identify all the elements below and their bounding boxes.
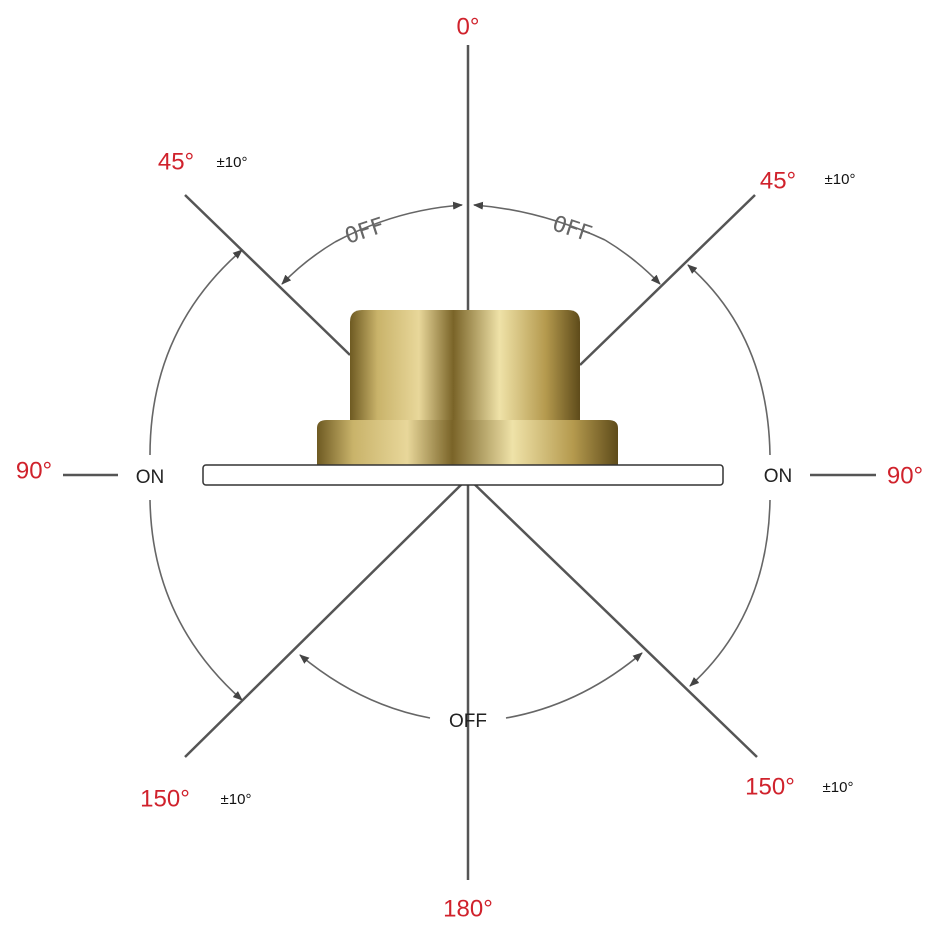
tolerance-label: ±10°	[217, 154, 248, 171]
arc	[149, 499, 243, 701]
arc	[604, 239, 661, 285]
zone-label: OFF	[449, 711, 487, 732]
arc	[149, 249, 243, 456]
angle-label: 90°	[887, 462, 923, 489]
zone-label: ON	[764, 466, 793, 487]
upper-right-line	[579, 194, 756, 366]
tolerance-label: ±10°	[823, 779, 854, 796]
angle-label: 150°	[745, 773, 795, 800]
tolerance-label: ±10°	[221, 791, 252, 808]
arc	[687, 264, 771, 456]
plate	[202, 464, 724, 486]
zone-label: OFF	[342, 213, 388, 249]
arc	[689, 499, 771, 687]
upper-left-line	[184, 194, 351, 356]
angle-label: 45°	[158, 148, 194, 175]
arc	[334, 201, 463, 243]
arc	[505, 652, 643, 719]
knob-base	[317, 420, 618, 465]
angle-label: 150°	[140, 785, 190, 812]
arcs	[149, 201, 771, 719]
arc	[299, 654, 431, 719]
zone-label: ON	[136, 467, 165, 488]
lower-left-line	[184, 477, 469, 758]
arc	[281, 241, 336, 285]
angle-label: 90°	[16, 457, 52, 484]
knob	[202, 310, 724, 486]
knob-top	[350, 310, 580, 420]
zone-label: OFF	[549, 211, 595, 247]
labels: 0° 45° ±10° 45° ±10° 90° 90° 150° ±10° 1…	[16, 13, 923, 922]
angle-label: 0°	[457, 13, 480, 40]
lower-right-line	[467, 477, 758, 758]
arc	[473, 201, 606, 241]
angle-label: 180°	[443, 895, 493, 922]
angle-label: 45°	[760, 167, 796, 194]
tolerance-label: ±10°	[825, 171, 856, 188]
